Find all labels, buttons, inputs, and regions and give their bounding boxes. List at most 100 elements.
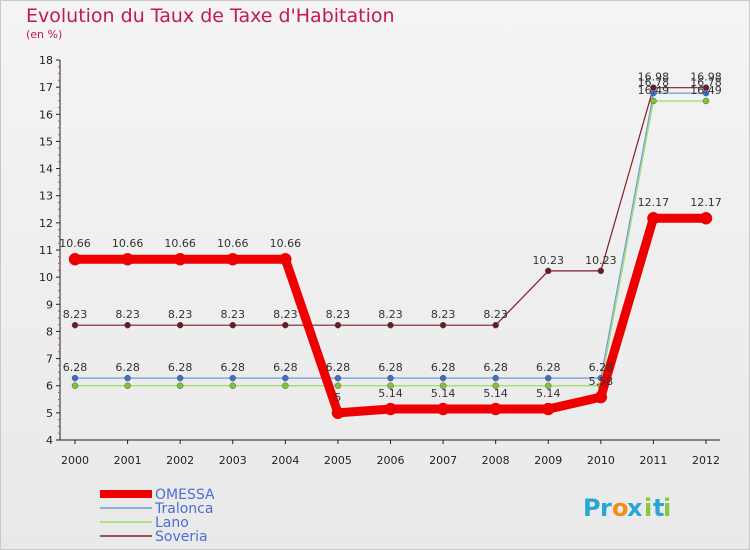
data-label-omessa: 5.14 — [483, 387, 508, 400]
data-label-omessa: 5.14 — [378, 387, 403, 400]
data-label-soveria: 8.23 — [378, 308, 403, 321]
data-label-tralonca: 6.28 — [168, 361, 193, 374]
data-label-tralonca: 6.28 — [589, 361, 614, 374]
data-label-lano: 16.49 — [638, 84, 670, 97]
data-label-tralonca: 16.78 — [690, 76, 722, 89]
y-tick-label: 16 — [39, 108, 53, 121]
data-point-tralonca — [439, 374, 447, 382]
x-tick-label: 2007 — [429, 454, 457, 467]
data-point-omessa — [331, 406, 345, 420]
data-point-omessa — [121, 252, 134, 266]
logo-letter: t — [653, 494, 664, 522]
data-label-soveria: 16.98 — [690, 71, 722, 84]
data-point-tralonca — [229, 374, 236, 382]
x-tick-label: 2000 — [61, 454, 89, 467]
logo-letter: i — [644, 494, 652, 522]
data-point-lano — [229, 382, 236, 389]
y-tick-label: 5 — [46, 407, 53, 420]
data-point-lano — [545, 382, 552, 389]
legend-label-omessa: OMESSA — [155, 487, 215, 503]
chart-unit: (en %) — [26, 28, 63, 41]
x-tick-label: 2002 — [166, 454, 194, 467]
y-tick-label: 8 — [46, 325, 53, 338]
data-label-soveria: 10.23 — [533, 254, 565, 267]
x-tick-label: 2008 — [482, 454, 510, 467]
data-label-tralonca: 6.28 — [483, 361, 508, 374]
data-label-soveria: 8.23 — [221, 308, 246, 321]
data-point-omessa — [699, 211, 713, 225]
data-point-tralonca — [124, 374, 131, 382]
data-point-lano — [439, 382, 447, 389]
data-point-tralonca — [334, 374, 342, 382]
logo-letter: o — [612, 494, 629, 522]
data-point-tralonca — [387, 374, 394, 382]
data-point-tralonca — [282, 374, 289, 382]
x-tick-label: 2011 — [639, 454, 667, 467]
x-tick-label: 2001 — [114, 454, 142, 467]
data-point-lano — [650, 97, 657, 105]
data-label-tralonca: 6.28 — [326, 361, 351, 374]
y-tick-label: 12 — [39, 217, 53, 230]
data-label-soveria: 16.98 — [638, 71, 670, 84]
data-point-omessa — [173, 252, 187, 266]
data-point-soveria — [124, 321, 131, 329]
data-point-soveria — [282, 321, 289, 329]
data-point-omessa — [594, 390, 608, 404]
logo-letter: i — [663, 494, 671, 522]
data-label-tralonca: 6.28 — [536, 361, 561, 374]
y-tick-label: 9 — [46, 298, 53, 311]
x-tick-label: 2006 — [377, 454, 405, 467]
data-point-soveria — [71, 321, 79, 329]
data-point-omessa — [68, 252, 82, 266]
data-label-omessa: 5 — [334, 391, 341, 404]
logo-letter: x — [627, 494, 643, 522]
y-tick-label: 15 — [39, 135, 53, 148]
logo-letter: P — [583, 494, 601, 522]
data-label-omessa: 10.66 — [217, 237, 249, 250]
data-label-tralonca: 6.28 — [115, 361, 140, 374]
x-tick-label: 2010 — [587, 454, 615, 467]
data-label-tralonca: 6.28 — [431, 361, 456, 374]
data-point-tralonca — [176, 374, 184, 382]
data-point-tralonca — [650, 89, 657, 97]
y-tick-label: 17 — [39, 81, 53, 94]
data-point-soveria — [597, 267, 605, 275]
data-label-soveria: 8.23 — [483, 308, 508, 321]
data-label-soveria: 8.23 — [431, 308, 456, 321]
data-point-tralonca — [702, 89, 710, 97]
data-point-lano — [71, 382, 79, 389]
data-point-soveria — [229, 321, 236, 329]
data-label-tralonca: 16.78 — [638, 76, 670, 89]
y-tick-label: 10 — [39, 271, 53, 284]
y-tick-label: 4 — [46, 434, 53, 447]
data-point-omessa — [436, 402, 450, 416]
data-point-soveria — [545, 267, 552, 275]
data-point-lano — [124, 382, 131, 389]
data-point-tralonca — [71, 374, 79, 382]
y-tick-label: 14 — [39, 163, 53, 176]
data-point-tralonca — [545, 374, 552, 382]
data-label-omessa: 5.58 — [589, 375, 614, 388]
data-point-lano — [702, 97, 710, 105]
x-tick-label: 2004 — [271, 454, 299, 467]
data-label-lano: 16.49 — [690, 84, 722, 97]
y-tick-label: 6 — [46, 380, 53, 393]
data-point-omessa — [542, 402, 555, 416]
logo-letter: r — [600, 494, 612, 522]
y-tick-label: 18 — [39, 54, 53, 67]
data-point-lano — [282, 382, 289, 389]
x-tick-label: 2003 — [219, 454, 247, 467]
data-point-omessa — [226, 252, 239, 266]
legend-label-lano: Lano — [155, 515, 189, 531]
data-label-soveria: 8.23 — [115, 308, 140, 321]
chart-axes: 4 5 6 7 8 9 10 11 12 13 14 15 16 17 18 2000 2001 2002 2003… — [39, 54, 720, 467]
legend-label-soveria: Soveria — [155, 529, 208, 545]
data-label-soveria: 8.23 — [326, 308, 351, 321]
data-label-omessa: 10.66 — [59, 237, 91, 250]
data-point-soveria — [439, 321, 447, 329]
data-point-soveria — [334, 321, 342, 329]
